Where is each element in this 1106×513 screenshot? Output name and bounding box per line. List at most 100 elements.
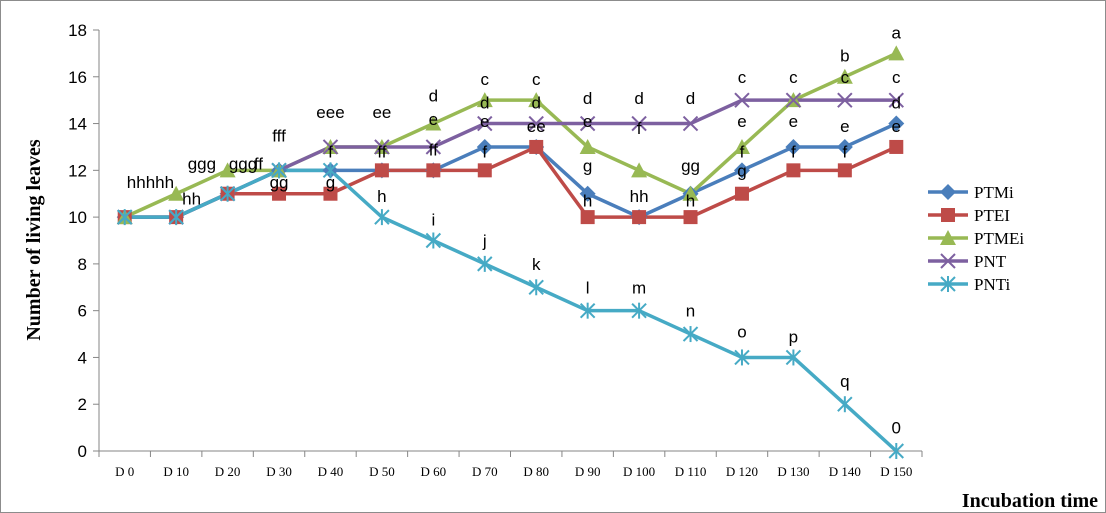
data-point-pnti: [271, 162, 287, 179]
data-point-ptei: [374, 163, 389, 178]
annotation-label: c: [532, 70, 541, 89]
data-point-pnt: [322, 139, 339, 155]
data-point-pnti: [888, 443, 904, 459]
annotation-label: gg: [270, 173, 289, 192]
legend-label: PNT: [974, 252, 1007, 271]
annotation-label: f: [328, 143, 333, 162]
data-point-pnti: [579, 302, 596, 319]
legend-marker: [940, 230, 956, 245]
x-tick-label: D 70: [472, 464, 498, 479]
annotation-label: c: [892, 68, 901, 87]
annotation-label: 0: [892, 419, 901, 438]
legend-label: PTMi: [974, 183, 1014, 202]
data-point-ptei: [323, 186, 338, 201]
data-point-pnt: [888, 92, 904, 108]
x-tick-label: D 0: [115, 464, 134, 479]
annotation-label: c: [841, 68, 850, 87]
data-point-ptei: [477, 163, 492, 178]
annotation-label: d: [480, 94, 489, 113]
data-point-ptmei: [682, 185, 699, 201]
annotation-label: n: [686, 302, 695, 321]
annotation-label: fff: [272, 126, 286, 145]
annotation-label: l: [586, 278, 590, 297]
data-point-pnt: [528, 115, 544, 132]
y-tick-label: 0: [78, 442, 87, 461]
data-point-pnt: [837, 92, 853, 108]
data-point-ptei: [683, 210, 698, 225]
annotation-label: f: [740, 143, 745, 162]
data-point-pnt: [425, 139, 442, 155]
annotation-label: j: [482, 232, 487, 251]
data-point-ptei: [786, 163, 801, 178]
data-point-pnti: [374, 209, 390, 226]
x-tick-labels: D 0 D 10 D 20 D 30 D 40 D 50 D 60 D 70 D 80 D 90 D…: [115, 464, 912, 479]
legend-marker: [941, 208, 955, 222]
series-line-ptmei: [123, 51, 898, 219]
annotation-label: c: [481, 70, 490, 89]
annotation-label: b: [840, 47, 849, 66]
x-tick-label: D 120: [726, 464, 758, 479]
data-point-ptmei: [528, 92, 545, 108]
data-point-pnti: [785, 349, 802, 366]
legend-label: PTEI: [974, 206, 1010, 225]
x-tick-label: D 20: [215, 464, 241, 479]
annotation-label: d: [583, 89, 592, 108]
annotation-label: hh: [630, 187, 649, 206]
annotation-label: o: [737, 323, 746, 342]
y-axis-title: Number of living leaves: [23, 139, 45, 341]
annotation-label: d: [686, 89, 695, 108]
data-point-ptmi: [836, 138, 853, 155]
data-point-pnt: [734, 92, 750, 108]
legend-item-pnt: PNT: [928, 252, 1007, 271]
data-point-ptmi: [888, 115, 905, 132]
annotation-label: hh: [182, 189, 201, 208]
legend-marker: [940, 276, 956, 292]
legend-label: PNTi: [974, 275, 1011, 294]
y-tick-label: 14: [68, 115, 87, 134]
legend-label: PTMEi: [974, 229, 1024, 248]
annotation-label: ggg: [188, 154, 216, 173]
y-tick-label: 2: [78, 395, 87, 414]
annotation-label: i: [431, 210, 435, 229]
y-tick-label: 16: [68, 68, 87, 87]
x-axis-title: Incubation time: [962, 490, 1098, 512]
data-point-pnt: [682, 115, 699, 132]
data-point-ptei: [426, 163, 441, 178]
annotation-label: e: [480, 112, 489, 131]
y-tick-label: 8: [78, 255, 87, 274]
annotation-label: e: [429, 110, 438, 129]
annotation-label: ff: [429, 140, 438, 159]
data-point-ptmi: [785, 138, 802, 155]
series-markers: [116, 45, 905, 459]
x-tick-label: D 100: [623, 464, 655, 479]
data-point-ptmi: [733, 162, 750, 179]
annotation-label: ee: [372, 103, 391, 122]
data-point-pnt: [785, 92, 802, 108]
annotation-label: g: [326, 173, 335, 192]
data-point-ptmi: [579, 185, 596, 202]
annotation-label: gg: [681, 157, 700, 176]
annotation-label: ee: [527, 117, 546, 136]
data-point-pnti: [219, 185, 236, 202]
y-tick-label: 4: [78, 348, 87, 367]
data-point-pnti: [528, 279, 544, 296]
x-tick-label: D 130: [777, 464, 809, 479]
data-point-ptmei: [631, 162, 648, 178]
legend-marker: [940, 184, 956, 200]
data-point-ptmei: [836, 68, 853, 84]
annotation-label: ggg: [229, 154, 257, 173]
series-lines: [123, 51, 898, 453]
annotation-label: e: [840, 117, 849, 136]
legend-item-ptmi: PTMi: [928, 183, 1014, 202]
x-tick-label: D 60: [421, 464, 447, 479]
data-point-ptei: [632, 210, 647, 225]
series-line-pnti: [124, 168, 898, 453]
annotation-label: ff: [377, 143, 386, 162]
annotation-label: eee: [316, 103, 344, 122]
x-tick-label: D 90: [575, 464, 601, 479]
legend-item-ptmei: PTMEi: [928, 229, 1024, 248]
data-point-ptmei: [219, 162, 236, 178]
